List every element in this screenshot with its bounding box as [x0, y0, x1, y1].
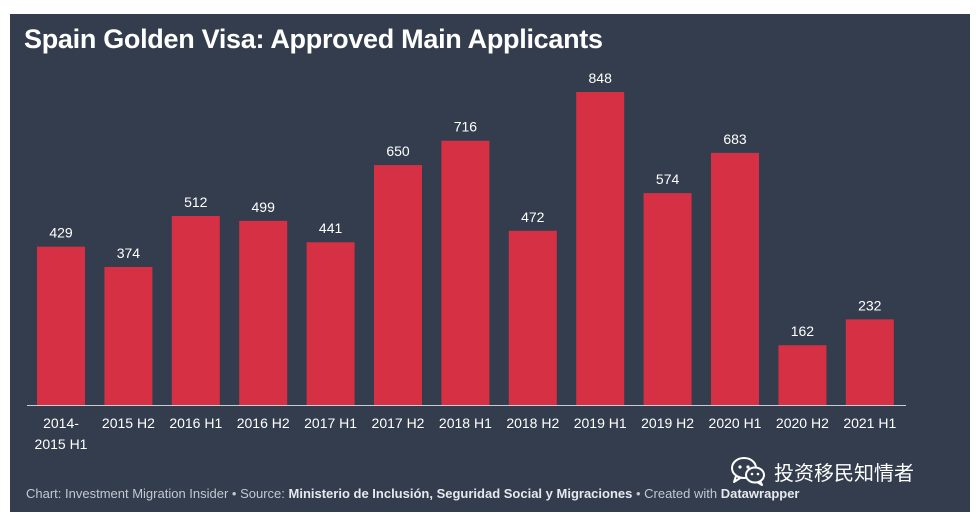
- x-tick-label-9: 2019 H2: [641, 415, 694, 431]
- data-label-6: 716: [454, 119, 478, 135]
- bar-4: [306, 242, 355, 405]
- footer-prefix: Chart: Investment Migration Insider • So…: [26, 486, 289, 501]
- bar-11: [778, 345, 827, 405]
- watermark: 投资移民知情者: [730, 456, 914, 486]
- x-tick-label-8: 2019 H1: [574, 415, 627, 431]
- bar-1: [104, 266, 153, 405]
- bar-chart: 429 2014-2015 H1 374 2015 H2 512 2016 H1 499 20…: [27, 70, 906, 452]
- x-tick-label-11: 2020 H2: [776, 415, 829, 431]
- data-label-7: 472: [521, 209, 545, 225]
- footer-tool: Datawrapper: [720, 486, 800, 501]
- chart-panel: Spain Golden Visa: Approved Main Applica…: [10, 14, 970, 512]
- bar-10: [711, 152, 759, 405]
- bar-9: [643, 193, 692, 405]
- bar-6: [441, 140, 490, 406]
- data-label-8: 848: [589, 70, 613, 86]
- chart-footer: Chart: Investment Migration Insider • So…: [26, 486, 799, 501]
- wechat-icon: [731, 457, 765, 486]
- x-tick-label-2: 2016 H1: [169, 415, 222, 431]
- data-label-4: 441: [319, 220, 343, 236]
- x-tick-label-12: 2021 H1: [843, 415, 896, 431]
- x-tick-label-10: 2020 H1: [709, 415, 762, 431]
- bar-8: [576, 92, 625, 405]
- x-tick-label-3: 2016 H2: [237, 415, 290, 431]
- x-tick-label-6: 2018 H1: [439, 415, 492, 431]
- data-label-9: 574: [656, 171, 680, 187]
- bar-2: [171, 216, 220, 405]
- bar-12: [845, 319, 894, 405]
- data-label-12: 232: [858, 297, 882, 313]
- data-label-0: 429: [49, 225, 73, 241]
- bar-0: [37, 246, 85, 405]
- x-tick-label-1: 2015 H2: [102, 415, 155, 431]
- chart-title: Spain Golden Visa: Approved Main Applica…: [24, 24, 603, 54]
- data-label-10: 683: [723, 131, 747, 147]
- footer-middle: • Created with: [632, 486, 721, 501]
- x-tick-label-5: 2017 H2: [372, 415, 425, 431]
- x-tick-label-0: 2014-2015 H1: [35, 415, 88, 452]
- x-tick-label-4: 2017 H1: [304, 415, 357, 431]
- watermark-text: 投资移民知情者: [774, 462, 914, 485]
- data-label-5: 650: [386, 143, 410, 159]
- x-tick-label-7: 2018 H2: [506, 415, 559, 431]
- bar-7: [508, 230, 557, 405]
- data-label-3: 499: [252, 199, 276, 215]
- bar-5: [374, 165, 422, 405]
- bar-3: [239, 220, 288, 405]
- data-label-2: 512: [184, 194, 208, 210]
- data-label-11: 162: [791, 323, 815, 339]
- data-label-1: 374: [117, 245, 141, 261]
- footer-source: Ministerio de Inclusión, Seguridad Socia…: [288, 486, 633, 501]
